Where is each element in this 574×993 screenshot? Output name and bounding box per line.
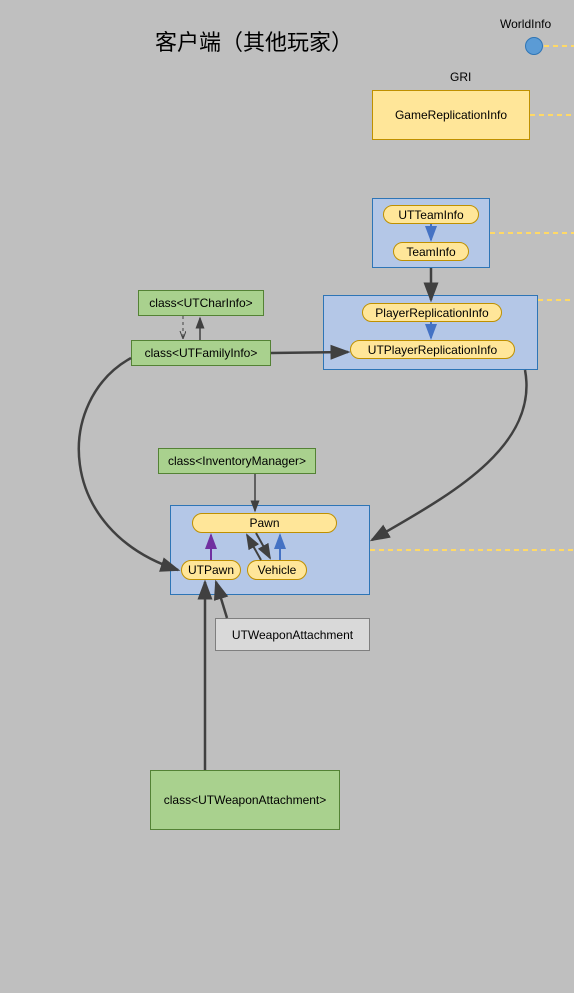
utteaminfo-text: UTTeamInfo (398, 208, 463, 222)
playerreplicationinfo-node: PlayerReplicationInfo (362, 303, 502, 322)
gamereplicationinfo-text: GameReplicationInfo (395, 108, 507, 122)
utplayerreplicationinfo-text: UTPlayerReplicationInfo (368, 343, 497, 357)
utpawn-node: UTPawn (181, 560, 241, 580)
utweaponattachment-node: UTWeaponAttachment (215, 618, 370, 651)
utteaminfo-node: UTTeamInfo (383, 205, 479, 224)
utplayerreplicationinfo-node: UTPlayerReplicationInfo (350, 340, 515, 359)
vehicle-node: Vehicle (247, 560, 307, 580)
utcharinfo-text: class<UTCharInfo> (149, 296, 252, 310)
inventorymanager-text: class<InventoryManager> (168, 454, 306, 468)
teaminfo-text: TeamInfo (406, 245, 455, 259)
utweaponattachment-text: UTWeaponAttachment (232, 628, 353, 642)
classutweaponattachment-node: class<UTWeaponAttachment> (150, 770, 340, 830)
worldinfo-node (525, 37, 543, 55)
inventorymanager-node: class<InventoryManager> (158, 448, 316, 474)
classutweaponattachment-text: class<UTWeaponAttachment> (164, 793, 327, 807)
diagram-title: 客户端（其他玩家） (155, 25, 353, 57)
teaminfo-node: TeamInfo (393, 242, 469, 261)
worldinfo-label: WorldInfo (500, 17, 551, 31)
playerreplicationinfo-text: PlayerReplicationInfo (375, 306, 488, 320)
utfamilyinfo-text: class<UTFamilyInfo> (145, 346, 258, 360)
vehicle-text: Vehicle (258, 563, 297, 577)
pawn-text: Pawn (249, 516, 279, 530)
pawn-node: Pawn (192, 513, 337, 533)
gamereplicationinfo-node: GameReplicationInfo (372, 90, 530, 140)
utpawn-text: UTPawn (188, 563, 234, 577)
gri-label: GRI (450, 70, 471, 84)
utfamilyinfo-node: class<UTFamilyInfo> (131, 340, 271, 366)
utcharinfo-node: class<UTCharInfo> (138, 290, 264, 316)
edges-svg (0, 0, 574, 993)
